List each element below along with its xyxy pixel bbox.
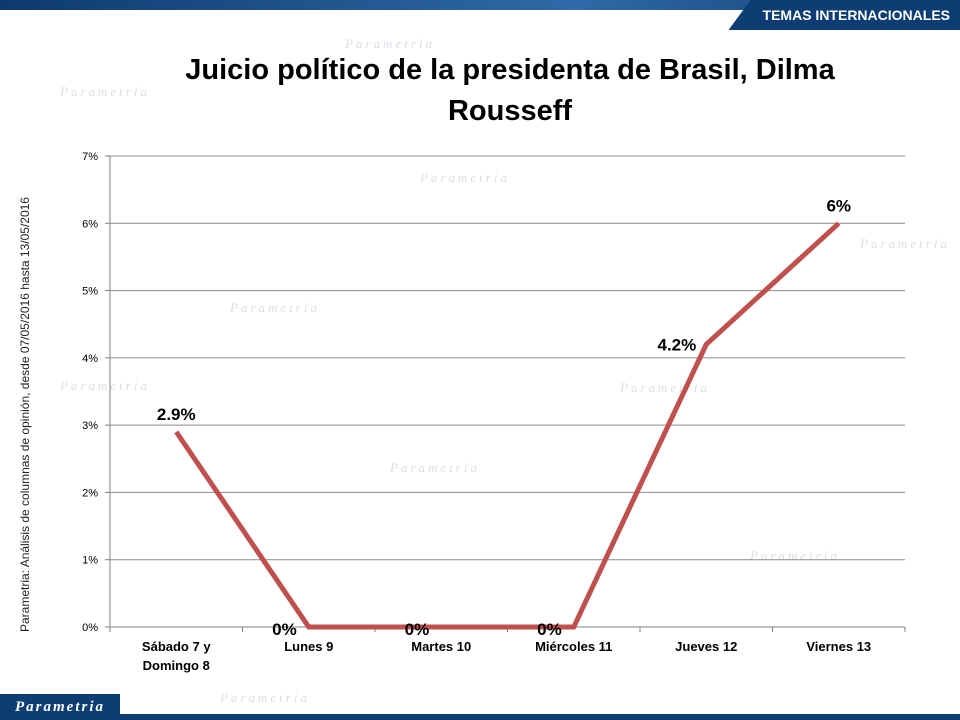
y-tick-label: 2% — [82, 487, 98, 499]
axes — [105, 155, 906, 632]
data-label: 0% — [272, 620, 297, 639]
x-tick-label: Sábado 7 y Domingo 8 — [142, 639, 211, 673]
x-tick-label: Viernes 13 — [806, 639, 871, 654]
y-tick-labels: 0% 1% 2% 3% 4% 5% 6% 7% — [82, 151, 98, 634]
y-tick-label: 5% — [82, 286, 98, 298]
y-tick-label: 1% — [82, 555, 98, 567]
section-label: TEMAS INTERNACIONALES — [728, 0, 960, 30]
data-label: 2.9% — [157, 405, 196, 424]
watermark: Parametria — [60, 378, 150, 393]
y-tick-label: 7% — [82, 151, 98, 163]
y-tick-label: 0% — [82, 622, 98, 634]
y-tick-label: 4% — [82, 353, 98, 365]
watermark: Parametria — [420, 170, 510, 185]
series — [174, 221, 841, 630]
watermark: Parametria — [230, 300, 320, 315]
x-tick-label: Martes 10 — [411, 639, 471, 654]
gridlines — [110, 155, 905, 628]
chart-title: Juicio político de la presidenta de Bras… — [185, 54, 835, 127]
watermark: Parametria — [220, 690, 310, 705]
brand-logo: Parametria — [0, 694, 120, 720]
watermark: Parametria — [60, 84, 150, 99]
x-tick-labels: Sábado 7 y Domingo 8 Lunes 9 Martes 10 Miérc… — [142, 639, 871, 673]
data-label: 0% — [405, 620, 430, 639]
data-labels: 2.9% 0% 0% 0% 4.2% 6% — [157, 196, 851, 639]
watermark: Parametria — [345, 36, 435, 51]
y-tick-label: 3% — [82, 420, 98, 432]
x-tick-label: Lunes 9 — [284, 639, 333, 654]
watermark: Parametria — [390, 460, 480, 475]
y-tick-label: 6% — [82, 218, 98, 230]
data-label: 4.2% — [658, 335, 697, 354]
bottom-banner — [0, 714, 960, 720]
top-banner — [0, 0, 960, 10]
data-label: 6% — [826, 196, 851, 215]
x-tick-label: Jueves 12 — [675, 639, 737, 654]
data-label: 0% — [537, 620, 562, 639]
x-tick-label: Miércoles 11 — [535, 639, 612, 654]
series-line — [174, 221, 841, 630]
watermark: Parametria — [860, 236, 950, 251]
